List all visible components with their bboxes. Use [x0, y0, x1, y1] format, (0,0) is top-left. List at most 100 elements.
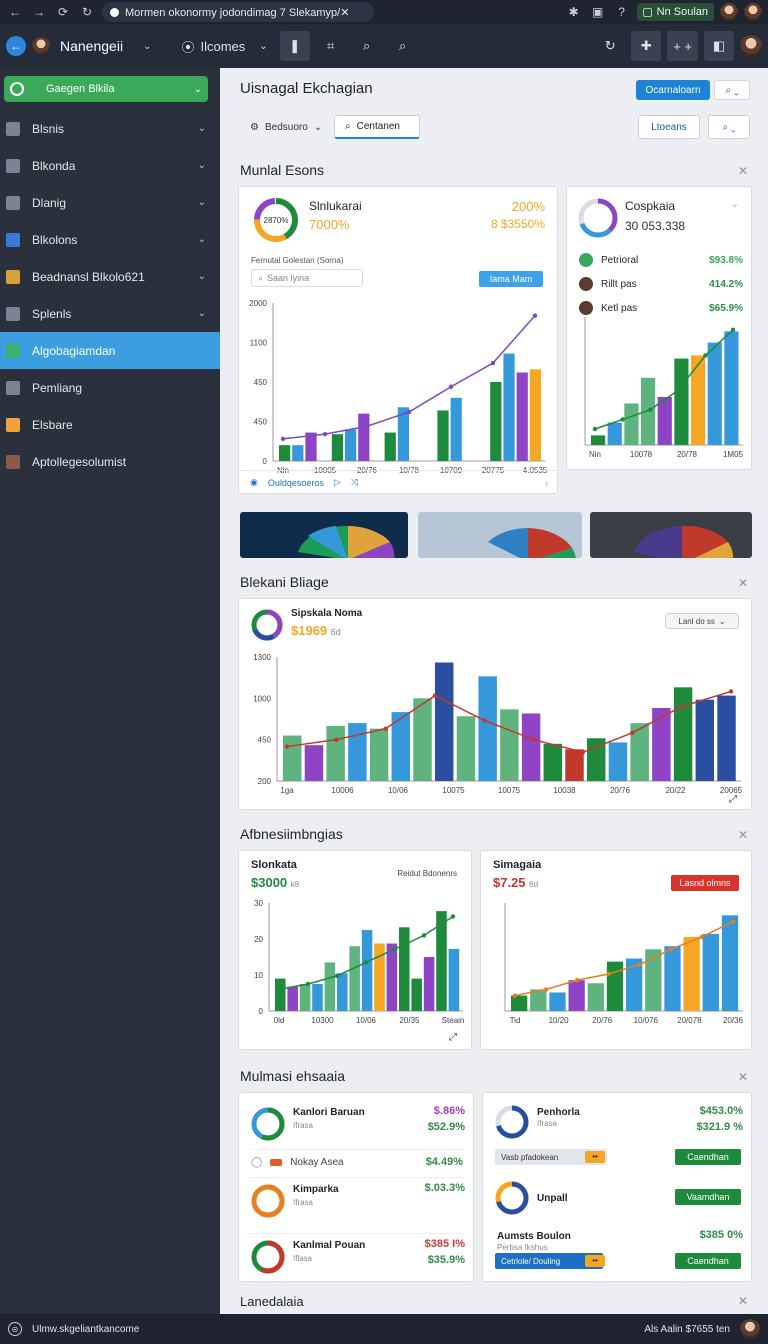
help-icon[interactable]: ? [618, 5, 625, 19]
ring-icon [251, 1240, 285, 1274]
pie-thumbnail[interactable] [418, 512, 582, 558]
menu-logo-icon[interactable]: ← [6, 36, 26, 56]
value-number: $7.25 [493, 875, 526, 890]
tab-bedsuoro[interactable]: ⚙ Bedsuoro ⌄ [240, 115, 332, 139]
gear-icon[interactable]: ✱ [568, 5, 579, 19]
bar-line-chart: 30 20 10 0 0ld 10300 10/06 20/35 Steain [254, 899, 464, 1025]
chip-label[interactable]: Cetrlole/ Douling [495, 1253, 603, 1269]
sidebar-item[interactable]: Blkonda ⌄ [0, 147, 220, 184]
chevron-down-icon[interactable]: ⌄ [143, 40, 152, 52]
play-icon[interactable]: ▷ [333, 477, 341, 487]
close-icon[interactable]: ✕ [737, 164, 748, 178]
chart-bar [361, 930, 373, 1011]
search-dropdown[interactable]: ⌕ ⌄ [714, 80, 750, 100]
chart-point [532, 313, 538, 318]
sidebar-item[interactable]: Dlanig ⌄ [0, 184, 220, 221]
action-button[interactable]: Lasnd olmns [671, 875, 739, 891]
expand-icon[interactable]: ⤢ [449, 1032, 457, 1043]
status-avatar[interactable] [740, 1319, 760, 1339]
chip-label[interactable]: Vasb pfadokean [495, 1149, 607, 1165]
expand-icon[interactable]: ⤢ [729, 794, 737, 805]
filter-button[interactable]: Iama Mam [479, 271, 543, 287]
search-button[interactable]: ⌕ [363, 38, 371, 53]
chevron-down-icon[interactable]: ⌄ [730, 199, 739, 210]
avatar-secondary[interactable] [744, 3, 762, 21]
main-content: Uisnagal Ekchagian Ocarnaloarn ⌕ ⌄ ⚙ Bed… [220, 68, 768, 1314]
profile-avatar[interactable] [740, 35, 762, 57]
radio-icon[interactable]: ◯ [251, 1156, 263, 1168]
sidebar-workspace-selector[interactable]: Gaegen Blkila ⌄ [4, 76, 208, 102]
grid-button[interactable]: ⌗ [326, 38, 335, 53]
refresh-icon[interactable]: ↻ [604, 38, 616, 53]
action-button[interactable]: Caendhan [675, 1149, 741, 1165]
puzzle-icon[interactable]: ✚ [631, 31, 662, 61]
chip-toggle[interactable]: •• [585, 1255, 605, 1267]
sidebar-item[interactable]: Splenls ⌄ [0, 295, 220, 332]
chart-point [450, 914, 456, 919]
status-url[interactable]: Ulmw.skgeliantkancome [32, 1323, 140, 1335]
chart-point [284, 744, 290, 749]
reload-icon[interactable]: ⟳ [57, 5, 69, 19]
chart-point [703, 353, 708, 358]
shuffle-icon[interactable]: ⤨ [350, 477, 359, 487]
card-cospkaia: Cospkaia 30 053.338 ⌄ Petrioral $93.8% Ril… [566, 186, 752, 470]
range-dropdown[interactable]: Lanl do ss ⌄ [665, 613, 739, 629]
chart-bar [324, 962, 336, 1011]
pie-thumbnail[interactable] [590, 512, 752, 558]
section-title: Mulmasi ehsaaia [240, 1068, 346, 1084]
extension-badge[interactable]: Nn Soulan [636, 3, 714, 21]
x-tick-label: 20/36 [723, 1016, 744, 1025]
user-dropdown[interactable]: ⌕ ⌄ [708, 115, 750, 139]
chart-point [363, 960, 369, 965]
metric-label: Petrioral [601, 254, 639, 266]
window-icon[interactable]: ◧ [704, 31, 734, 61]
refresh-icon[interactable]: ↻ [81, 5, 93, 19]
user-avatar[interactable] [32, 37, 50, 55]
search-input[interactable]: ⌕ Saan lyina [251, 269, 363, 287]
chart-bar [516, 372, 528, 461]
sidebar-item[interactable]: Beadnansl Blkolo621 ⌄ [0, 258, 220, 295]
chart-line [286, 690, 732, 753]
avatar[interactable] [720, 3, 738, 21]
action-button[interactable]: Caendhan [675, 1253, 741, 1269]
close-icon[interactable]: ✕ [737, 1294, 748, 1308]
sidebar-item[interactable]: Pemliang [0, 369, 220, 406]
address-bar[interactable]: Mormen okonormy jodondimag 7 Slekamyp/✕ [102, 2, 374, 22]
search-alt-button[interactable]: ⌕ [399, 38, 407, 53]
arrow-right-icon[interactable]: › [545, 477, 548, 488]
bookmark-button[interactable]: ❚ [279, 31, 310, 61]
forward-icon[interactable]: → [33, 5, 45, 19]
back-icon[interactable]: ← [9, 5, 21, 19]
footer-link[interactable]: Ouldqesoeros [267, 477, 324, 488]
card-simagaia: Simagaia $7.25 6d Lasnd olmns Tid 10/20 20… [480, 850, 752, 1050]
close-icon[interactable]: ✕ [737, 828, 748, 842]
sidebar-item[interactable]: Blkolons ⌄ [0, 221, 220, 258]
chart-point [512, 993, 518, 998]
sidebar-item[interactable]: Elsbare [0, 406, 220, 443]
chart-point [620, 417, 625, 422]
page-title: Uisnagal Ekchagian [240, 80, 373, 97]
metric-row: Kimparka Ifrasa $.03.3% [249, 1177, 465, 1221]
add-tab-icon[interactable]: + + [667, 31, 698, 61]
chart-bar [645, 949, 662, 1011]
sidebar-item[interactable]: Aptollegesolumist [0, 443, 220, 480]
pie-thumbnail[interactable] [240, 512, 408, 558]
chart-bar [450, 397, 462, 461]
tab-centanen[interactable]: ⌕ Centanen [334, 115, 420, 139]
chip-toggle[interactable]: •• [585, 1151, 605, 1163]
chart-bar [275, 978, 286, 1011]
sidebar-item[interactable]: Blsnis ⌄ [0, 110, 220, 147]
chart-point [592, 426, 598, 432]
primary-button[interactable]: Ocarnaloarn [636, 80, 710, 100]
tab-label: Centanen [356, 121, 400, 132]
chart-point [730, 327, 736, 332]
close-icon[interactable]: ✕ [737, 1070, 748, 1084]
ltoeans-button[interactable]: Ltoeans [638, 115, 700, 139]
sidebar-item[interactable]: Algobagiamdan [0, 332, 220, 369]
menu-dropdown[interactable]: ⦿ Ilcomes ⌄ [175, 31, 273, 61]
document-icon[interactable]: ▣ [591, 5, 604, 19]
close-icon[interactable]: ✕ [737, 576, 748, 590]
chart-bar [549, 992, 566, 1011]
y-tick-label: 2000 [249, 299, 267, 308]
action-button[interactable]: Vaamdhan [675, 1189, 741, 1205]
